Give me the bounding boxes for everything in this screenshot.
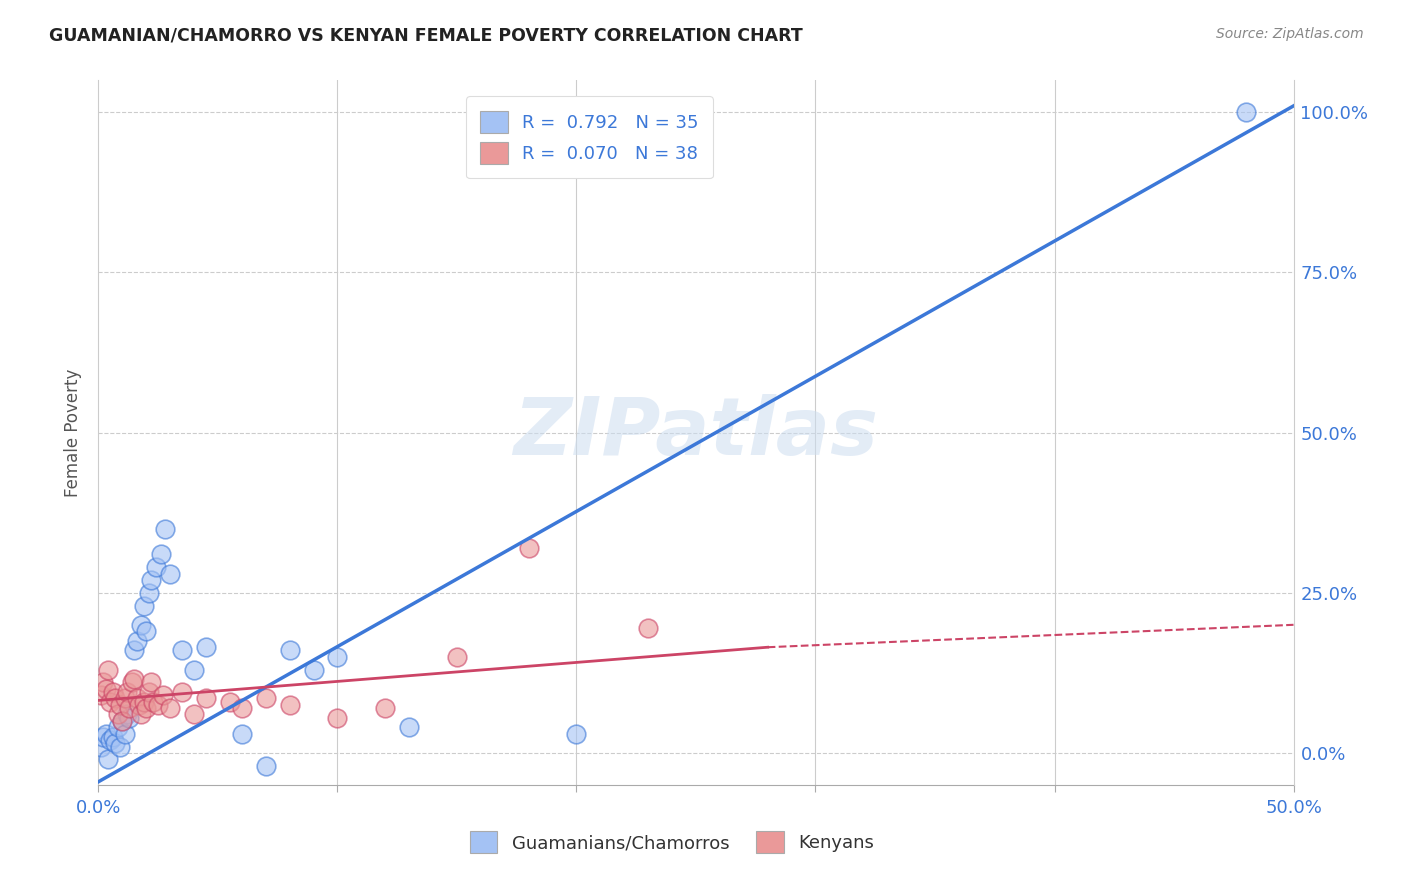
Point: [565, 727, 588, 741]
Point: [374, 701, 396, 715]
Point: [326, 711, 349, 725]
Point: [219, 695, 242, 709]
Point: [155, 522, 177, 536]
Point: [142, 695, 165, 709]
Point: [94, 727, 117, 741]
Point: [254, 758, 277, 772]
Point: [91, 730, 114, 744]
Point: [195, 691, 218, 706]
Point: [114, 727, 136, 741]
Point: [97, 663, 120, 677]
Point: [115, 707, 138, 722]
Point: [149, 547, 172, 561]
Point: [104, 691, 127, 706]
Point: [90, 688, 112, 702]
Point: [90, 739, 112, 754]
Point: [91, 675, 114, 690]
Point: [115, 685, 138, 699]
Point: [637, 621, 659, 635]
Text: GUAMANIAN/CHAMORRO VS KENYAN FEMALE POVERTY CORRELATION CHART: GUAMANIAN/CHAMORRO VS KENYAN FEMALE POVE…: [49, 27, 803, 45]
Text: ZIPatlas: ZIPatlas: [513, 393, 879, 472]
Point: [107, 707, 129, 722]
Point: [139, 573, 162, 587]
Point: [131, 707, 153, 722]
Point: [231, 727, 253, 741]
Point: [125, 691, 148, 706]
Point: [135, 701, 157, 715]
Point: [128, 698, 150, 712]
Point: [446, 649, 468, 664]
Point: [107, 720, 129, 734]
Point: [97, 752, 120, 766]
Point: [114, 691, 136, 706]
Point: [517, 541, 540, 555]
Point: [172, 643, 194, 657]
Point: [183, 707, 205, 722]
Point: [124, 643, 146, 657]
Point: [159, 701, 181, 715]
Point: [98, 695, 122, 709]
Point: [135, 624, 157, 639]
Point: [132, 599, 155, 613]
Point: [132, 695, 155, 709]
Point: [131, 617, 153, 632]
Legend: Guamanians/Chamorros, Kenyans: Guamanians/Chamorros, Kenyans: [463, 824, 882, 861]
Point: [172, 685, 194, 699]
Point: [231, 701, 253, 715]
Point: [145, 560, 167, 574]
Point: [138, 685, 160, 699]
Point: [121, 675, 143, 690]
Point: [118, 711, 141, 725]
Point: [1234, 105, 1257, 120]
Point: [111, 714, 134, 728]
Point: [98, 733, 122, 747]
Point: [124, 673, 146, 687]
Point: [108, 698, 131, 712]
Point: [125, 633, 148, 648]
Point: [254, 691, 277, 706]
Point: [104, 736, 127, 750]
Point: [101, 685, 124, 699]
Point: [278, 698, 301, 712]
Text: Source: ZipAtlas.com: Source: ZipAtlas.com: [1216, 27, 1364, 41]
Point: [108, 739, 131, 754]
Point: [183, 663, 205, 677]
Point: [326, 649, 349, 664]
Point: [138, 586, 160, 600]
Point: [195, 640, 218, 655]
Point: [278, 643, 301, 657]
Point: [148, 698, 170, 712]
Y-axis label: Female Poverty: Female Poverty: [65, 368, 83, 497]
Point: [139, 675, 162, 690]
Point: [159, 566, 181, 581]
Point: [118, 701, 141, 715]
Point: [398, 720, 420, 734]
Point: [152, 688, 174, 702]
Point: [101, 730, 124, 744]
Point: [94, 681, 117, 696]
Point: [302, 663, 325, 677]
Point: [111, 714, 134, 728]
